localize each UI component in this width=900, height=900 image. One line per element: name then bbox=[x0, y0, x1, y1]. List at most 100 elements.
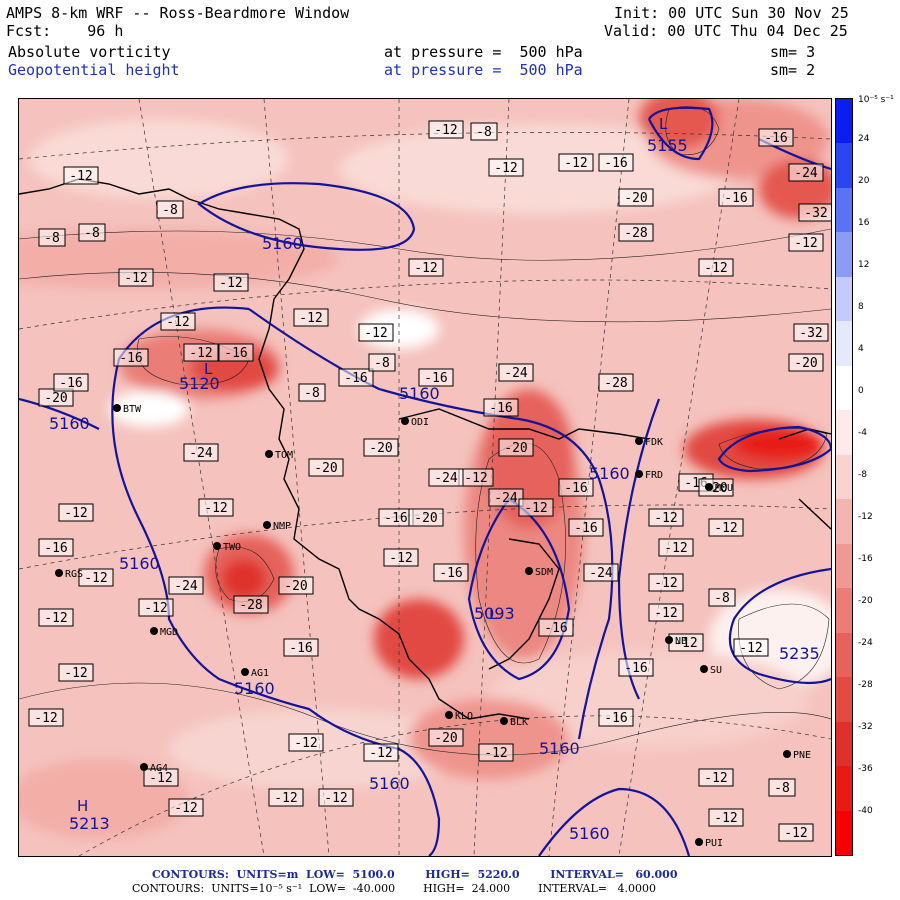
svg-text:SU: SU bbox=[710, 665, 722, 676]
svg-text:-12: -12 bbox=[414, 261, 437, 276]
svg-text:-20: -20 bbox=[369, 441, 392, 456]
svg-text:-28: -28 bbox=[604, 376, 627, 391]
vorticity-contour-label: -24 bbox=[498, 363, 534, 382]
vorticity-contour-label: -12 bbox=[708, 518, 744, 537]
svg-text:-24: -24 bbox=[434, 471, 458, 486]
vorticity-contour-label: -16 bbox=[758, 128, 794, 147]
svg-text:KLO: KLO bbox=[455, 711, 473, 722]
svg-text:MGD: MGD bbox=[160, 627, 178, 638]
svg-text:-16: -16 bbox=[224, 346, 247, 361]
svg-text:-12: -12 bbox=[44, 611, 67, 626]
station-marker: KLO bbox=[445, 711, 473, 722]
height-label-layer: 5155 5160 5160 5120 5160 5160 5093 5160 5160 5160… bbox=[49, 115, 820, 843]
svg-text:-12: -12 bbox=[464, 471, 487, 486]
vorticity-contour-label: -8 bbox=[768, 778, 796, 797]
colorbar-segment bbox=[836, 810, 852, 856]
svg-text:-24: -24 bbox=[589, 566, 613, 581]
vorticity-contour-label: -12 bbox=[648, 603, 684, 622]
vorticity-contour-label: -8 bbox=[470, 122, 498, 141]
svg-text:-16: -16 bbox=[764, 131, 787, 146]
svg-text:-12: -12 bbox=[34, 711, 57, 726]
vorticity-contour-label: -12 bbox=[118, 268, 154, 287]
svg-text:-16: -16 bbox=[439, 566, 462, 581]
svg-text:-12: -12 bbox=[434, 123, 457, 138]
vorticity-contour-label: -12 bbox=[658, 538, 694, 557]
vorticity-contour-label: -16 bbox=[418, 368, 454, 387]
colorbar-segment bbox=[836, 721, 852, 767]
svg-text:-12: -12 bbox=[704, 261, 727, 276]
vorticity-contour-label: -12 bbox=[698, 768, 734, 787]
svg-text:-12: -12 bbox=[84, 571, 107, 586]
station-marker: SDM bbox=[525, 567, 553, 578]
vorticity-contour-label: -20 bbox=[363, 438, 399, 457]
svg-text:-24: -24 bbox=[174, 579, 198, 594]
vorticity-contour-label: -12 bbox=[160, 312, 196, 331]
vorticity-contour-label: -12 bbox=[78, 568, 114, 587]
svg-text:RGS: RGS bbox=[65, 569, 83, 580]
svg-text:-8: -8 bbox=[162, 203, 178, 218]
vorticity-contour-label: -12 bbox=[288, 733, 324, 752]
svg-text:-12: -12 bbox=[524, 501, 547, 516]
svg-text:-12: -12 bbox=[294, 736, 317, 751]
svg-text:-16: -16 bbox=[574, 521, 597, 536]
colorbar-segment bbox=[836, 99, 852, 144]
svg-text:-20: -20 bbox=[794, 356, 817, 371]
svg-text:-20: -20 bbox=[44, 391, 67, 406]
vorticity-contour-label: -20 bbox=[428, 728, 464, 747]
svg-text:-8: -8 bbox=[374, 356, 390, 371]
svg-text:TOM: TOM bbox=[275, 450, 293, 461]
vorticity-contour-label: -12 bbox=[58, 663, 94, 682]
vorticity-contour-label: -12 bbox=[58, 503, 94, 522]
vorticity-contour-label: -20 bbox=[498, 438, 534, 457]
colorbar-segment bbox=[836, 232, 852, 278]
vorticity-contour-label: -12 bbox=[698, 258, 734, 277]
svg-text:-12: -12 bbox=[739, 641, 762, 656]
vorticity-contour-label: -16 bbox=[538, 618, 574, 637]
height-contour-info: CONTOURS: UNITS=m LOW= 5100.0 HIGH= 5220… bbox=[152, 868, 678, 881]
vorticity-contour-label: -12 bbox=[168, 798, 204, 817]
height-contour-label: 5160 bbox=[539, 739, 580, 758]
svg-text:-12: -12 bbox=[364, 326, 387, 341]
vorticity-contour-label: -12 bbox=[318, 788, 354, 807]
vorticity-contour-label: -16 bbox=[218, 343, 254, 362]
colorbar-segment bbox=[836, 276, 852, 322]
svg-text:-12: -12 bbox=[204, 501, 227, 516]
vorticity-contour-label: -20 bbox=[308, 458, 344, 477]
colorbar-tick-label: -20 bbox=[858, 596, 873, 606]
svg-text:AG4: AG4 bbox=[150, 763, 168, 774]
svg-text:-12: -12 bbox=[219, 276, 242, 291]
svg-text:-8: -8 bbox=[84, 226, 100, 241]
vorticity-contour-label: -12 bbox=[648, 573, 684, 592]
colorbar-tick-label: -24 bbox=[858, 638, 873, 648]
vorticity-contour-label: -12 bbox=[38, 608, 74, 627]
colorbar-segment bbox=[836, 365, 852, 411]
vorticity-contour-label: -8 bbox=[38, 228, 66, 247]
vorticity-contour-label: -16 bbox=[598, 153, 634, 172]
svg-text:-12: -12 bbox=[69, 169, 92, 184]
pressure-center-label: L bbox=[204, 360, 213, 378]
vorticity-contour-label: -12 bbox=[293, 308, 329, 327]
vorticity-contour-label: -28 bbox=[598, 373, 634, 392]
vorticity-contour-label: -12 bbox=[518, 498, 554, 517]
vorticity-contour-label: -16 bbox=[378, 508, 414, 527]
vorticity-contour-label: -12 bbox=[478, 743, 514, 762]
forecast-hour: Fcst: 96 h bbox=[6, 22, 124, 40]
height-contour-label: 5160 bbox=[569, 824, 610, 843]
vorticity-contour-label: -24 bbox=[183, 443, 219, 462]
svg-text:-12: -12 bbox=[704, 771, 727, 786]
station-marker: NMP bbox=[263, 521, 291, 532]
vorticity-label-layer: -12 -8 -12 -16 -28 -16 -24 -32 -12 -12 -12 -20 -12 -1… bbox=[28, 120, 831, 842]
station-marker: MGD bbox=[150, 627, 178, 638]
vorticity-contour-label: -16 bbox=[568, 518, 604, 537]
vorticity-contour-label: -12 bbox=[138, 598, 174, 617]
svg-text:-16: -16 bbox=[59, 376, 82, 391]
vorticity-contour-label: -12 bbox=[458, 468, 494, 487]
vorticity-contour-label: -16 bbox=[558, 478, 594, 497]
svg-text:-16: -16 bbox=[424, 371, 447, 386]
station-marker: NB bbox=[665, 636, 687, 647]
svg-text:-12: -12 bbox=[299, 311, 322, 326]
vorticity-contour-label: -16 bbox=[38, 538, 74, 557]
field1-name: Absolute vorticity bbox=[8, 43, 171, 61]
field2-name: Geopotential height bbox=[8, 61, 180, 79]
svg-text:ODI: ODI bbox=[411, 417, 429, 428]
